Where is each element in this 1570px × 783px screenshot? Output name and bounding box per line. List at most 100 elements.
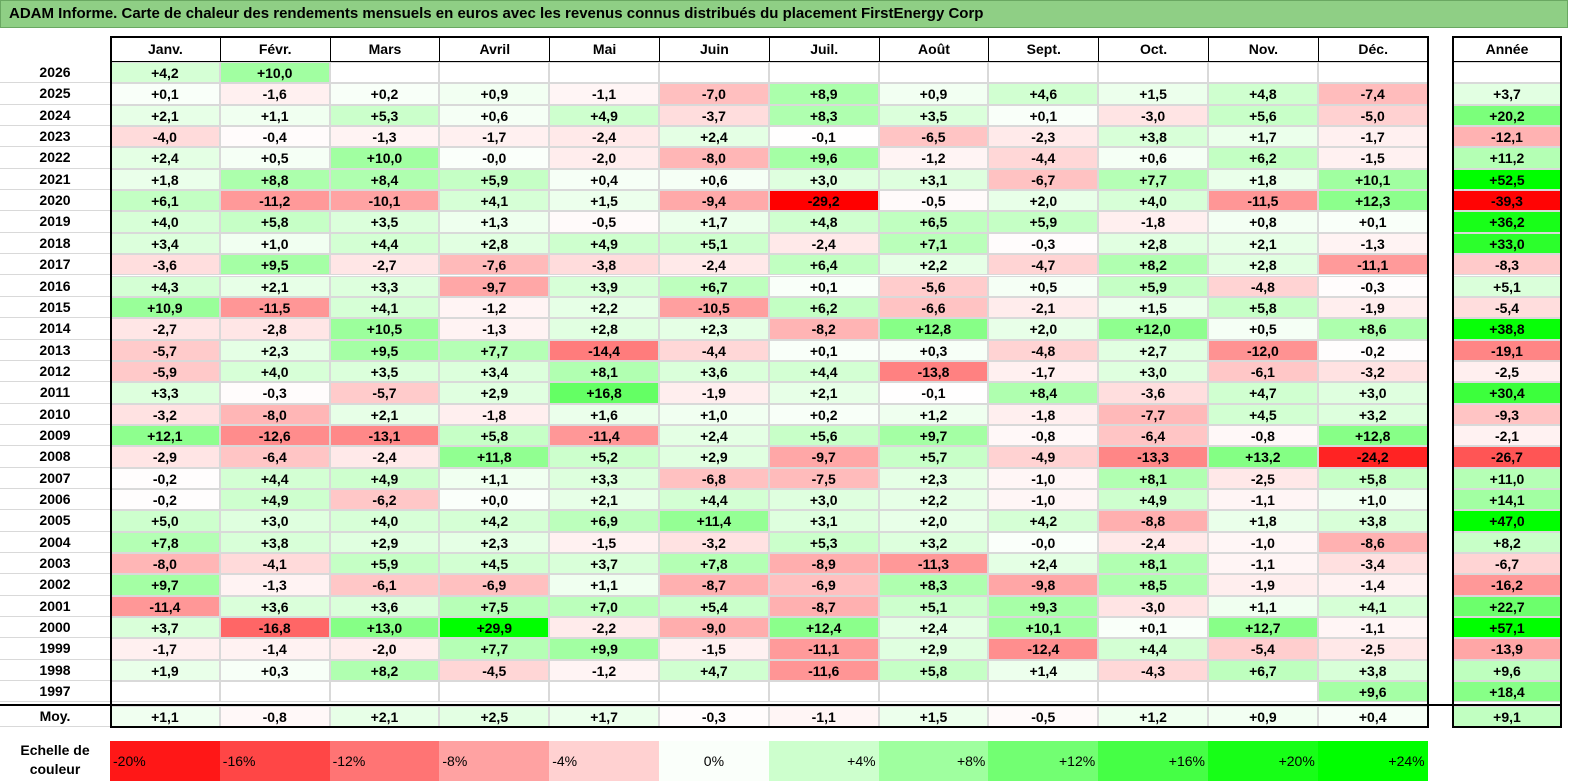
heatmap-cell: +1,8 <box>1208 168 1318 191</box>
heatmap-cell: +4,9 <box>549 232 659 255</box>
heatmap-cell: +9,5 <box>329 339 440 361</box>
heatmap-cell: -1,0 <box>988 467 1099 489</box>
heatmap-cell: +2,8 <box>1208 254 1318 276</box>
heatmap-cell: -0,0 <box>439 147 550 169</box>
heatmap-cell: -9,0 <box>659 617 769 639</box>
heatmap-cell: -11,5 <box>219 296 330 319</box>
heatmap-cell: -8,0 <box>659 147 769 169</box>
heatmap-cell: +8,3 <box>878 574 989 596</box>
heatmap-cell: +9,6 <box>1317 681 1428 703</box>
color-scale-swatch: +8% <box>878 741 989 781</box>
heatmap-cell: +12,3 <box>1317 190 1428 212</box>
average-cell: -0,3 <box>659 705 769 727</box>
heatmap-cell: +0,2 <box>768 403 879 425</box>
heatmap-cell: -6,7 <box>988 168 1099 191</box>
color-scale-swatch: +12% <box>988 741 1099 781</box>
year-label: 2001 <box>0 595 110 618</box>
heatmap-cell: +2,7 <box>1098 339 1208 361</box>
heatmap-cell <box>659 681 769 703</box>
heatmap-cell: -0,2 <box>1317 339 1428 361</box>
heatmap-cell: +1,2 <box>878 403 989 425</box>
heatmap-cell: -2,7 <box>329 254 440 276</box>
heatmap-cell: -1,8 <box>988 403 1099 425</box>
color-scale-swatch: -20% <box>110 741 220 781</box>
heatmap-cell: -1,7 <box>110 638 220 660</box>
annual-cell: -16,2 <box>1452 574 1562 596</box>
heatmap-cell: -1,0 <box>1208 531 1318 554</box>
heatmap-cell: -0,8 <box>1208 424 1318 447</box>
heatmap-cell: +7,7 <box>439 638 550 660</box>
annual-cell: +18,4 <box>1452 681 1562 703</box>
heatmap-cell: -1,4 <box>1317 574 1428 596</box>
year-label: 2023 <box>0 126 110 148</box>
heatmap-cell: -2,5 <box>1208 467 1318 489</box>
heatmap-cell <box>659 62 769 84</box>
heatmap-cell: -6,8 <box>659 467 769 489</box>
heatmap-cell: -5,4 <box>1208 638 1318 660</box>
annual-cell: +8,2 <box>1452 531 1562 554</box>
heatmap-cell: -0,4 <box>219 126 330 148</box>
heatmap-cell: -9,7 <box>768 446 879 468</box>
annual-cell: -9,3 <box>1452 403 1562 425</box>
average-cell: +0,9 <box>1208 705 1318 727</box>
year-label: 2004 <box>0 531 110 554</box>
heatmap-cell: +6,9 <box>549 510 659 532</box>
heatmap-cell: -7,7 <box>1098 403 1208 425</box>
month-header: Avril <box>439 36 550 62</box>
color-scale-swatch: +16% <box>1098 741 1208 781</box>
heatmap-cell: -12,4 <box>988 638 1099 660</box>
heatmap-cell: +1,5 <box>1098 296 1208 319</box>
heatmap-cell: +1,1 <box>439 467 550 489</box>
heatmap-cell: +1,5 <box>549 190 659 212</box>
heatmap-cell: -6,6 <box>878 296 989 319</box>
heatmap-cell <box>549 62 659 84</box>
heatmap-cell: -2,9 <box>110 446 220 468</box>
heatmap-cell: +3,3 <box>329 275 440 297</box>
heatmap-cell: +0,1 <box>1098 617 1208 639</box>
heatmap-cell: +2,4 <box>659 424 769 447</box>
year-label: 2003 <box>0 553 110 575</box>
heatmap-cell: -3,6 <box>1098 382 1208 404</box>
heatmap-cell: -2,3 <box>988 126 1099 148</box>
heatmap-cell: -8,0 <box>219 403 330 425</box>
annual-cell: +11,0 <box>1452 467 1562 489</box>
heatmap-cell: +4,5 <box>439 553 550 575</box>
heatmap-cell: -11,2 <box>219 190 330 212</box>
year-label: 2011 <box>0 382 110 404</box>
heatmap-cell: -12,6 <box>219 424 330 447</box>
heatmap-cell: +5,1 <box>659 232 769 255</box>
heatmap-cell: +3,5 <box>329 360 440 383</box>
heatmap-cell: -0,3 <box>219 382 330 404</box>
heatmap-cell: -0,5 <box>549 211 659 233</box>
annual-cell: +3,7 <box>1452 83 1562 105</box>
year-header: Année <box>1452 36 1562 62</box>
month-header: Mars <box>329 36 440 62</box>
heatmap-cell: -8,8 <box>1098 510 1208 532</box>
heatmap-cell: -14,4 <box>549 339 659 361</box>
heatmap-cell: -2,4 <box>659 254 769 276</box>
heatmap-cell: +4,9 <box>1098 489 1208 511</box>
heatmap-cell: +4,0 <box>219 360 330 383</box>
heatmap-cell: +11,4 <box>659 510 769 532</box>
heatmap-cell: -6,9 <box>439 574 550 596</box>
heatmap-cell: +8,1 <box>549 360 659 383</box>
heatmap-cell: +2,2 <box>878 254 989 276</box>
heatmap-cell: +2,3 <box>439 531 550 554</box>
month-header: Juin <box>659 36 769 62</box>
heatmap-cell: +7,8 <box>110 531 220 554</box>
heatmap-cell: -11,4 <box>110 595 220 618</box>
annual-cell: -5,4 <box>1452 296 1562 319</box>
heatmap-cell: +1,3 <box>439 211 550 233</box>
heatmap-cell: -0,3 <box>988 232 1099 255</box>
average-cell: -0,5 <box>988 705 1099 727</box>
heatmap-cell: +3,0 <box>768 168 879 191</box>
heatmap-cell: +2,4 <box>988 553 1099 575</box>
heatmap-cell: +7,5 <box>439 595 550 618</box>
annual-cell: +14,1 <box>1452 489 1562 511</box>
heatmap-cell: +5,7 <box>878 446 989 468</box>
heatmap-cell: +2,4 <box>659 126 769 148</box>
heatmap-cell: +1,7 <box>659 211 769 233</box>
color-scale-label-line2: couleur <box>29 761 81 777</box>
heatmap-cell: +6,7 <box>659 275 769 297</box>
heatmap-cell: -2,1 <box>988 296 1099 319</box>
